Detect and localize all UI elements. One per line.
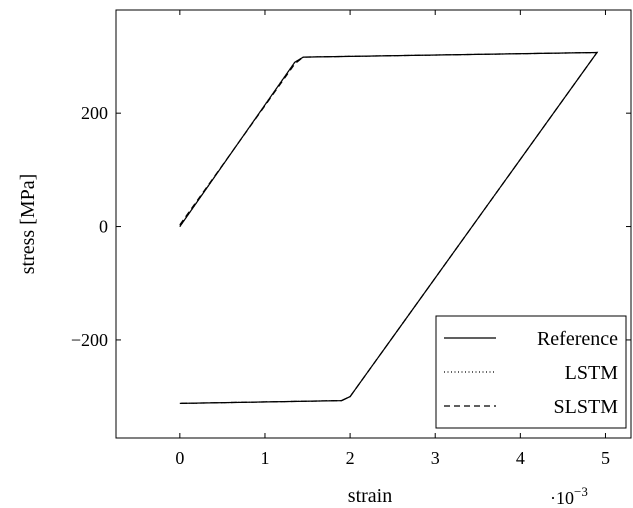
- x-tick-label: 0: [175, 448, 184, 468]
- y-axis-label: stress [MPa]: [17, 174, 39, 275]
- x-tick-label: 2: [346, 448, 355, 468]
- y-axis-ticks: −200 0 200: [71, 103, 631, 350]
- legend-label: Reference: [537, 328, 618, 350]
- y-tick-label: −200: [71, 330, 108, 350]
- series-line-slstm: [179, 51, 599, 404]
- x-axis-label: strain: [348, 485, 392, 507]
- y-tick-label: 200: [81, 103, 108, 123]
- x-axis-multiplier: ·10−3: [550, 484, 588, 508]
- x-tick-label: 4: [516, 448, 525, 468]
- legend: Reference LSTM SLSTM: [435, 315, 627, 429]
- legend-label: SLSTM: [554, 396, 619, 418]
- x-axis-ticks: 0 1 2 3 4 5: [175, 10, 610, 468]
- legend-box: [435, 315, 627, 429]
- legend-label: LSTM: [565, 362, 619, 384]
- series-lines: [179, 51, 599, 404]
- x-tick-label: 1: [260, 448, 269, 468]
- y-tick-label: 0: [99, 217, 108, 237]
- x-tick-label: 3: [431, 448, 440, 468]
- x-tick-label: 5: [601, 448, 610, 468]
- plot-frame: [115, 9, 632, 439]
